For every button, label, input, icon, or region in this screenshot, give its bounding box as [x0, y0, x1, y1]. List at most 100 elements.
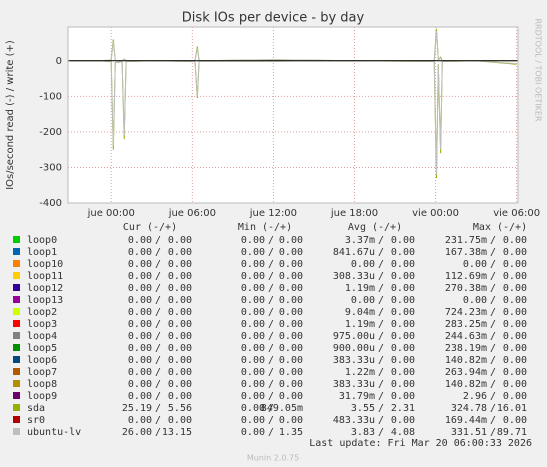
legend-value: 900.00u	[333, 343, 375, 354]
legend-value: 0.00	[128, 307, 152, 318]
legend-value: 0.00	[241, 367, 265, 378]
legend-value: 0.00	[128, 379, 152, 390]
legend-separator: /	[155, 367, 161, 378]
legend-value: 0.00	[279, 247, 303, 258]
legend-name: loop4	[27, 331, 57, 342]
legend-value: 0.00	[241, 259, 265, 270]
legend-value: 0.00	[279, 379, 303, 390]
legend-value: 331.51	[451, 427, 487, 438]
legend-value: 31.79m	[339, 391, 375, 402]
legend-value: 0.00	[503, 295, 527, 306]
y-tick-label: -100	[39, 91, 62, 102]
legend-separator: /	[490, 295, 496, 306]
legend-swatch	[13, 320, 20, 327]
legend-value: 0.00	[503, 235, 527, 246]
legend-separator: /	[155, 415, 161, 426]
legend-value: 383.33u	[333, 379, 375, 390]
legend-separator: /	[490, 391, 496, 402]
footer: Munin 2.0.75	[247, 454, 299, 463]
legend-value: 0.00	[168, 379, 192, 390]
legend-value: 0.00	[503, 343, 527, 354]
legend-value: 0.00	[391, 307, 415, 318]
legend-header: Max (-/+)	[473, 222, 527, 233]
legend-separator: /	[155, 403, 161, 414]
legend-separator: /	[155, 379, 161, 390]
legend-separator: /	[490, 307, 496, 318]
legend-separator: /	[378, 247, 384, 258]
legend-separator: /	[490, 235, 496, 246]
legend-separator: /	[268, 259, 274, 270]
legend-value: 0.00	[503, 259, 527, 270]
legend-separator: /	[378, 283, 384, 294]
legend-name: loop6	[27, 355, 57, 366]
legend-separator: /	[490, 271, 496, 282]
legend-value: 849.05m	[261, 403, 303, 414]
legend-separator: /	[378, 343, 384, 354]
legend-name: loop8	[27, 379, 57, 390]
legend-header: Avg (-/+)	[348, 222, 402, 233]
legend-value: 0.00	[503, 307, 527, 318]
last-update: Last update: Fri Mar 20 06:00:33 2026	[309, 438, 532, 449]
legend-value: 0.00	[279, 343, 303, 354]
legend-value: 0.00	[463, 295, 487, 306]
legend-value: 0.00	[168, 259, 192, 270]
legend-value: 0.00	[391, 271, 415, 282]
legend-value: 0.00	[279, 235, 303, 246]
legend-value: 238.19m	[445, 343, 487, 354]
legend-name: loop13	[27, 295, 63, 306]
legend-swatch	[13, 368, 20, 375]
legend-separator: /	[378, 391, 384, 402]
legend-value: 383.33u	[333, 355, 375, 366]
legend-value: 3.37m	[345, 235, 375, 246]
legend-value: 169.44m	[445, 415, 487, 426]
legend-separator: /	[490, 319, 496, 330]
legend-swatch	[13, 284, 20, 291]
legend-value: 975.00u	[333, 331, 375, 342]
legend-value: 0.00	[351, 295, 375, 306]
legend-separator: /	[268, 355, 274, 366]
legend-separator: /	[155, 283, 161, 294]
legend-value: 0.00	[391, 259, 415, 270]
legend-value: 0.00	[128, 355, 152, 366]
legend-value: 1.19m	[345, 319, 375, 330]
legend-value: 2.96	[463, 391, 487, 402]
legend-separator: /	[268, 247, 274, 258]
legend-value: 112.69m	[445, 271, 487, 282]
legend-value: 0.00	[241, 415, 265, 426]
legend-separator: /	[268, 391, 274, 402]
legend-value: 0.00	[391, 247, 415, 258]
legend-name: loop2	[27, 307, 57, 318]
legend-value: 0.00	[279, 355, 303, 366]
legend-separator: /	[490, 343, 496, 354]
legend-separator: /	[378, 403, 384, 414]
legend-separator: /	[268, 271, 274, 282]
legend-value: 16.01	[497, 403, 527, 414]
legend-separator: /	[155, 319, 161, 330]
legend-value: 0.00	[463, 259, 487, 270]
legend-value: 26.00	[122, 427, 152, 438]
legend-separator: /	[490, 379, 496, 390]
legend-name: loop11	[27, 271, 63, 282]
legend-value: 0.00	[168, 283, 192, 294]
legend-swatch	[13, 380, 20, 387]
legend-value: 4.08	[391, 427, 415, 438]
legend-separator: /	[490, 367, 496, 378]
legend-value: 483.33u	[333, 415, 375, 426]
legend-value: 0.00	[391, 331, 415, 342]
legend-separator: /	[155, 235, 161, 246]
x-tick-label: jue 18:00	[330, 208, 378, 219]
legend-separator: /	[268, 379, 274, 390]
legend-header: Min (-/+)	[238, 222, 292, 233]
legend-value: 0.00	[168, 247, 192, 258]
legend-value: 3.83	[351, 427, 375, 438]
legend-value: 0.00	[391, 367, 415, 378]
legend-value: 0.00	[241, 235, 265, 246]
legend-value: 0.00	[241, 427, 265, 438]
legend-separator: /	[378, 367, 384, 378]
legend-name: loop0	[27, 235, 57, 246]
legend-swatch	[13, 416, 20, 423]
legend-value: 0.00	[279, 391, 303, 402]
legend-value: 0.00	[241, 403, 265, 414]
legend-value: 0.00	[168, 331, 192, 342]
